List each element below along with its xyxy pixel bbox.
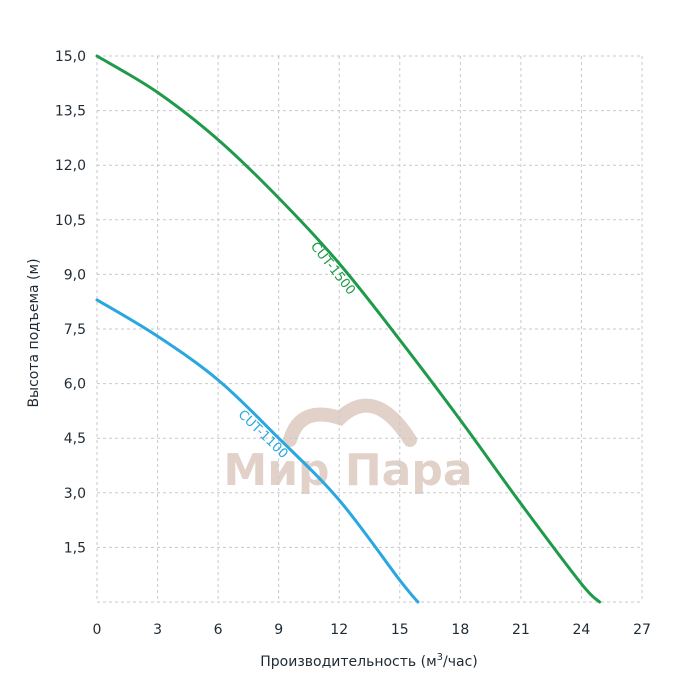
- x-tick-label: 15: [391, 622, 409, 638]
- y-tick-label: 6,0: [64, 377, 86, 393]
- y-tick-label: 10,5: [55, 213, 86, 229]
- y-axis-ticks: 1,5 3,0 4,5 6,0 7,5 9,0 10,5 12,0 13,5 15,0: [55, 49, 86, 556]
- x-axis-title-sup: 3: [437, 652, 443, 663]
- watermark-logo: Мир Пара: [223, 398, 473, 496]
- watermark-arc-icon: [283, 398, 417, 447]
- y-tick-label: 12,0: [55, 158, 86, 174]
- y-axis-title: Высота подъема (м): [26, 258, 42, 407]
- x-tick-label: 6: [214, 622, 223, 638]
- series-line-cut-1500: [95, 54, 602, 604]
- y-tick-label: 4,5: [64, 431, 86, 447]
- x-tick-label: 12: [330, 622, 348, 638]
- y-tick-label: 1,5: [64, 540, 86, 556]
- series-label-cut-1500: CUT-1500: [307, 239, 358, 298]
- y-tick-label: 9,0: [64, 267, 86, 283]
- grid: [96, 55, 643, 603]
- x-axis-ticks: 0 3 6 9 12 15 18 21 24 27: [93, 622, 651, 638]
- series-line-cut-1100: [95, 298, 420, 604]
- x-tick-label: 24: [573, 622, 591, 638]
- x-tick-label: 3: [153, 622, 162, 638]
- y-tick-label: 7,5: [64, 322, 86, 338]
- x-tick-label: 27: [633, 622, 651, 638]
- y-tick-label: 13,5: [55, 104, 86, 120]
- x-tick-label: 21: [512, 622, 530, 638]
- x-tick-label: 9: [274, 622, 283, 638]
- x-axis-title: Производительность (м3/час): [260, 652, 478, 670]
- watermark-text: Мир Пара: [223, 445, 472, 496]
- y-tick-label: 15,0: [55, 49, 86, 65]
- x-tick-label: 0: [93, 622, 102, 638]
- x-axis-title-tail: /час): [443, 654, 478, 670]
- x-tick-label: 18: [451, 622, 469, 638]
- y-tick-label: 3,0: [64, 486, 86, 502]
- x-axis-title-main: Производительность (м: [260, 654, 436, 670]
